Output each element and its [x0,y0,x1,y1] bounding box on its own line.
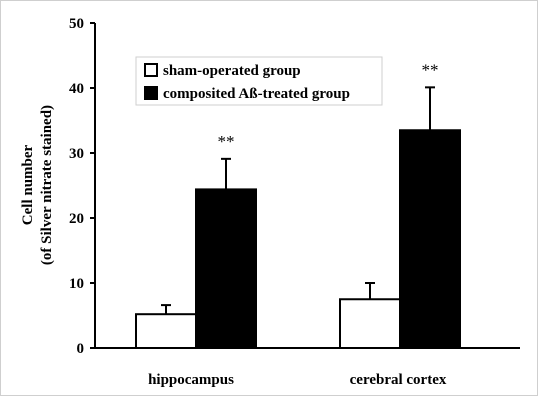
y-axis-title-line2: (of Silver nitrate stained) [39,105,55,265]
y-axis-title: Cell number (of Silver nitrate stained) [20,105,55,265]
x-category-label: hippocampus [148,372,234,388]
y-tick-label: 50 [69,16,84,32]
legend-swatch-sham [144,63,158,77]
y-tick-label: 10 [69,276,84,292]
error-bars [161,86,435,315]
y-axis-title-line1: Cell number [20,144,36,225]
significance-annotations: ** ** [218,60,439,151]
y-tick-label: 40 [69,81,84,97]
legend: sham-operated group composited Aß-treate… [135,56,383,106]
x-category-label: cerebral cortex [350,372,447,388]
y-tick-label: 0 [77,341,85,357]
bar [195,188,257,349]
y-tick-label: 30 [69,146,84,162]
legend-label-treated: composited Aß-treated group [163,86,350,102]
legend-swatch-treated [144,86,158,100]
legend-label-sham: sham-operated group [163,63,301,79]
y-tick-label: 20 [69,211,84,227]
legend-box [135,56,383,106]
bar [399,129,461,349]
significance-label: ** [218,132,235,151]
bar [339,298,401,349]
bar [135,313,197,350]
bars [135,129,461,350]
significance-label: ** [422,60,439,79]
